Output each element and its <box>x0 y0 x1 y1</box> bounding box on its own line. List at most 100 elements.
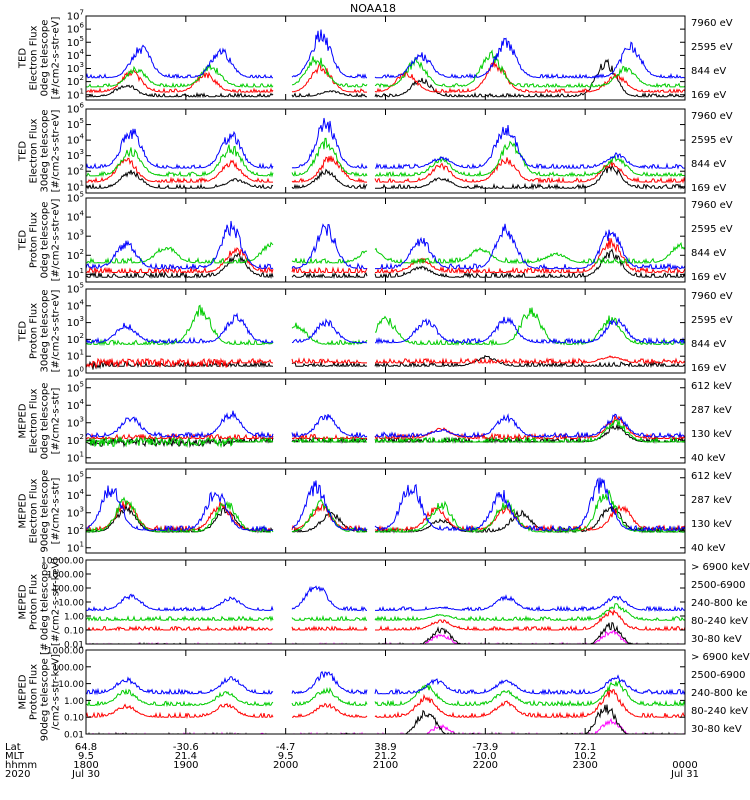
panel-5: 101 102 103 104 105 MEPED Electron Flux 0deg te… <box>18 378 732 464</box>
legend-entry: 2595 eV <box>691 42 733 53</box>
x-axis-value: 38.9 <box>374 742 396 753</box>
panel-8-plot-area <box>86 670 685 734</box>
series-5-3 <box>86 419 685 449</box>
y-axis-label: MEPED Electron Flux 90deg telescope [#/cm2-… <box>18 469 62 552</box>
series-5-4 <box>86 410 685 439</box>
series-8-2 <box>88 704 678 734</box>
y-tick-label: 100.00 <box>53 585 85 595</box>
y-tick-label: 103 <box>67 505 84 519</box>
series-line <box>86 163 685 191</box>
legend-entry: 130 keV <box>691 519 732 530</box>
series-1-4 <box>86 29 685 80</box>
panel-3: 101 102 103 104 105 TED Proton Flux 0deg telesc… <box>18 191 733 284</box>
y-tick-label: 104 <box>67 398 85 412</box>
series-line <box>87 630 679 644</box>
series-4-3 <box>86 304 685 347</box>
y-axis-label-line: TED <box>18 321 29 342</box>
legend-entry: > 6900 keV <box>691 562 750 573</box>
series-line <box>86 137 685 178</box>
x-axis-value: 1900 <box>173 760 198 771</box>
series-3-4 <box>86 220 685 271</box>
x-axis-value: 2300 <box>572 760 597 771</box>
legend-entry: 130 keV <box>691 429 732 440</box>
panel-frame <box>85 15 686 101</box>
y-tick-label: 104 <box>67 133 85 147</box>
y-tick-label: 105 <box>67 191 84 205</box>
y-axis-label-line: Electron Flux <box>29 478 40 543</box>
y-axis-label-line: [#/cm2-s-str-keV] <box>51 558 62 646</box>
series-2-4 <box>86 117 685 170</box>
y-axis-label-line: TED <box>18 230 29 251</box>
x-axis-value: -4.7 <box>276 742 296 753</box>
x-axis-row-label: 2020 <box>5 769 30 780</box>
y-axis-label-line: TED <box>18 48 29 69</box>
panel-7: 0.010.101.0010.00100.001000.0010000.00ME… <box>18 557 750 651</box>
y-tick-label: 101 <box>67 540 84 554</box>
series-line <box>86 608 685 632</box>
y-tick-label: 105 <box>67 117 84 131</box>
x-axis-value: 64.8 <box>75 742 97 753</box>
legend-entry: 40 keV <box>691 543 725 554</box>
legend-entry: 169 eV <box>691 363 726 374</box>
y-tick-label: 10.00 <box>58 680 84 690</box>
series-line <box>88 704 678 734</box>
y-axis-label-line: 90deg telescope [# <box>40 643 51 742</box>
legend-entry: 7960 eV <box>691 291 733 302</box>
legend-entry: 2500-6900 <box>691 580 746 591</box>
y-axis-label: TED Electron Flux 0deg telescope [#/cm2-s-s… <box>18 17 62 100</box>
y-tick-label: 102 <box>67 433 84 447</box>
x-axis-value: 9.5 <box>278 751 294 762</box>
x-axis-value: -73.9 <box>472 742 498 753</box>
series-line <box>86 603 685 622</box>
series-4-4 <box>86 312 685 345</box>
series-1-3 <box>86 49 685 89</box>
x-axis-value: -30.6 <box>173 742 199 753</box>
panel-frame <box>85 108 686 194</box>
series-line <box>86 237 685 275</box>
y-tick-label: 1.00 <box>64 613 84 623</box>
series-line <box>86 29 685 80</box>
y-tick-label: 102 <box>67 523 84 537</box>
y-tick-label: 1000.00 <box>47 571 84 581</box>
x-axis-value: 1800 <box>73 760 98 771</box>
series-line <box>86 477 685 533</box>
series-line <box>86 58 685 99</box>
y-axis-label-line: Electron Flux <box>29 118 40 183</box>
series-line <box>86 220 685 271</box>
y-axis-label-line: [#/cm2-s-str-eV] <box>51 110 62 193</box>
y-tick-label: 106 <box>67 22 85 36</box>
series-line <box>86 155 685 184</box>
y-axis-label-line: 30deg telescope <box>40 109 51 192</box>
panel-4: 100 101 102 103 104 105 TED Proton Flux 30deg te… <box>18 282 733 380</box>
series-7-4 <box>86 603 685 622</box>
panel-3-plot-area <box>86 220 685 280</box>
x-axis-value: Jul 30 <box>71 769 100 780</box>
legend-entry: 169 eV <box>691 183 726 194</box>
y-axis-label-line: 90deg telescope <box>40 469 51 552</box>
x-axis-value: 9.5 <box>78 751 94 762</box>
legend-entry: 2500-6900 <box>691 670 746 681</box>
y-axis-label-line: Proton Flux <box>29 303 40 359</box>
legend-entry: 287 keV <box>691 405 732 416</box>
legend-entry: 30-80 keV <box>691 634 742 645</box>
y-axis-label-line: MEPED <box>18 674 29 709</box>
y-axis-label-line: 0deg telescope <box>40 20 51 97</box>
y-axis-label: TED Proton Flux 0deg telescope [#/cm2-s-str… <box>18 199 62 282</box>
x-axis-value: 21.4 <box>175 751 197 762</box>
panel-5-plot-area <box>86 410 685 449</box>
y-axis-label-line: Proton Flux <box>29 212 40 268</box>
legend-entry: 80-240 keV <box>691 706 748 717</box>
y-axis-label-line: 0deg telescope <box>40 202 51 279</box>
legend-entry: 612 keV <box>691 381 732 392</box>
panel-frame <box>85 378 686 464</box>
series-line <box>86 312 685 345</box>
series-line <box>86 248 685 280</box>
x-axis-value: 2000 <box>273 760 298 771</box>
y-axis-label-line: [#/cm2-s-str-eV] <box>51 199 62 282</box>
y-tick-label: 10.00 <box>58 599 84 609</box>
y-axis-label: MEPED Electron Flux 0deg telescope [#/cm2-s… <box>18 383 62 460</box>
y-axis-label-line: MEPED <box>18 493 29 528</box>
series-line <box>86 117 685 170</box>
